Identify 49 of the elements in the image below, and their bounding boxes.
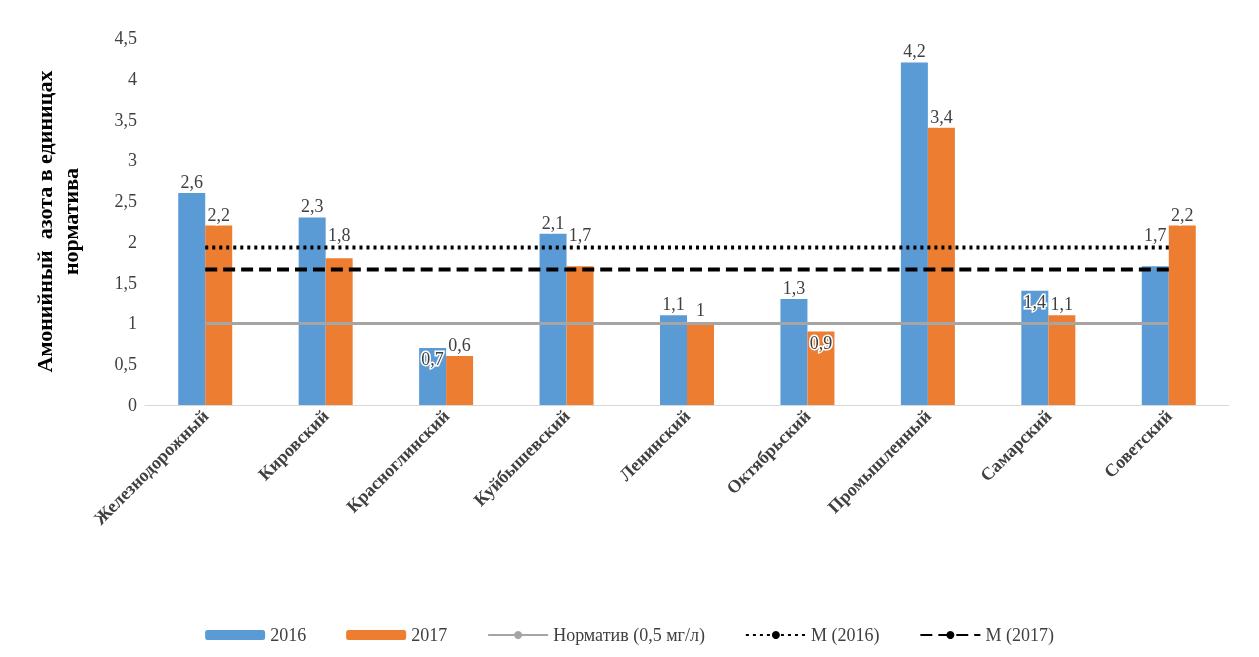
data-label: 1,1 xyxy=(1050,294,1074,315)
bar xyxy=(539,233,567,405)
data-label: 1,4 xyxy=(1023,291,1047,312)
data-label: 2,1 xyxy=(541,212,565,233)
data-label: 2,2 xyxy=(1171,204,1194,225)
y-tick-label: 1,5 xyxy=(114,272,137,293)
bar xyxy=(687,323,714,405)
bar xyxy=(660,315,687,405)
legend-label: М (2016) xyxy=(810,625,880,646)
bar xyxy=(566,266,594,405)
y-tick-label: 2 xyxy=(128,231,137,252)
data-label: 1,1 xyxy=(662,294,685,315)
data-label: 4,2 xyxy=(903,41,926,62)
y-tick-label: 2,5 xyxy=(114,191,137,212)
bar xyxy=(205,225,233,405)
y-tick-label: 1 xyxy=(128,313,137,334)
data-label: 3,4 xyxy=(930,106,953,127)
data-label: 1,7 xyxy=(1144,225,1167,246)
data-label: 1,8 xyxy=(327,225,351,246)
data-label: 0,9 xyxy=(809,332,833,353)
y-axis-title: Амонийный азота в единицах норматива xyxy=(31,70,83,373)
y-tick-label: 4,5 xyxy=(114,28,137,48)
bar xyxy=(780,298,808,405)
data-label: 0,6 xyxy=(448,335,471,356)
data-label: 2,2 xyxy=(207,204,230,225)
y-tick-label: 0,5 xyxy=(114,354,137,375)
data-label: 2,6 xyxy=(180,171,203,192)
data-label: 1,7 xyxy=(568,225,592,246)
legend-label: М (2017) xyxy=(985,625,1054,646)
data-label: 1 xyxy=(696,300,705,321)
bar xyxy=(1168,225,1196,405)
bar xyxy=(927,127,955,405)
bar xyxy=(446,356,474,405)
y-tick-label: 4 xyxy=(128,68,137,89)
bar xyxy=(900,62,928,405)
legend-label: Норматив (0,5 мг/л) xyxy=(553,625,705,646)
y-tick-label: 3 xyxy=(128,150,137,171)
data-label: 2,3 xyxy=(300,196,324,217)
bar xyxy=(298,217,326,405)
bar xyxy=(1048,315,1076,405)
data-label: 0,7 xyxy=(421,348,444,369)
y-tick-label: 3,5 xyxy=(114,109,137,130)
legend-label: 2016 xyxy=(270,625,307,645)
bar xyxy=(325,258,353,405)
bar xyxy=(1141,266,1169,405)
y-tick-label: 0 xyxy=(128,395,137,415)
data-label: 1,3 xyxy=(782,277,806,298)
legend-label: 2017 xyxy=(411,625,448,645)
bar xyxy=(178,192,206,405)
